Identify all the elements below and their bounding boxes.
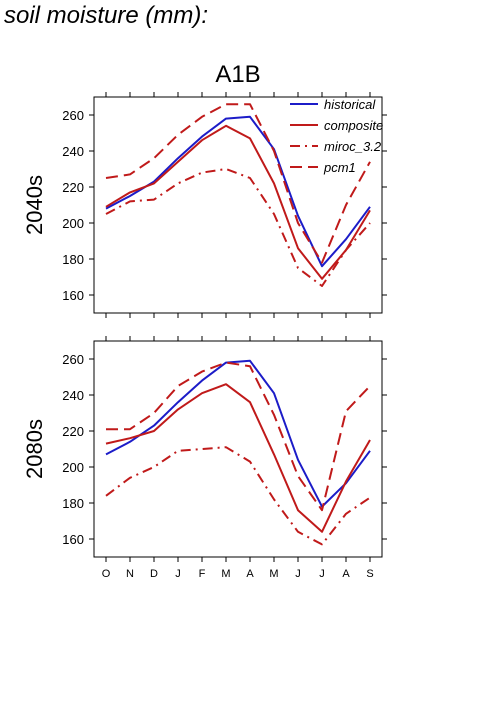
series-line-pcm1 xyxy=(106,361,371,512)
y-tick-label: 160 xyxy=(62,288,84,303)
legend-label: pcm1 xyxy=(323,160,356,175)
chart-panel-2040s: 160 180 200 220 240 260 2040s xyxy=(22,92,387,318)
y-tick-label: 260 xyxy=(62,108,84,123)
figure-title: soil moisture (mm): xyxy=(4,2,209,29)
y-tick-label: 220 xyxy=(62,180,84,195)
series-line-composite xyxy=(105,124,371,280)
y-tick-label: 240 xyxy=(62,388,84,403)
x-tick-label: O xyxy=(102,568,111,580)
series-line-miroc-3-2 xyxy=(105,446,371,546)
legend: historical composite miroc_3.2 pcm1 xyxy=(290,97,383,175)
plot-frame xyxy=(93,340,383,558)
y-axis-label: 2040s xyxy=(22,175,47,235)
y-axis-label: 2080s xyxy=(22,419,47,479)
x-tick-label: A xyxy=(246,568,254,580)
legend-label: miroc_3.2 xyxy=(324,139,382,154)
x-tick-label: A xyxy=(342,568,350,580)
y-tick-label: 220 xyxy=(62,424,84,439)
series-line-miroc-3-2 xyxy=(105,168,371,287)
x-tick-label: J xyxy=(319,568,325,580)
x-tick-label: J xyxy=(175,568,181,580)
legend-label: historical xyxy=(324,97,376,112)
y-tick-label: 180 xyxy=(62,252,84,267)
y-tick-label: 200 xyxy=(62,216,84,231)
y-tick-label: 260 xyxy=(62,352,84,367)
series-line-pcm1 xyxy=(105,103,371,264)
x-tick-label: D xyxy=(150,568,158,580)
y-tick-label: 180 xyxy=(62,496,84,511)
x-tick-label: J xyxy=(295,568,301,580)
x-tick-label: N xyxy=(126,568,134,580)
series-line-composite xyxy=(105,383,371,533)
x-tick-label: M xyxy=(269,568,278,580)
chart-panel-2080s: 160 180 200 220 240 260 O N D J F M A M J J A S 2080s xyxy=(22,336,387,580)
x-tick-label: S xyxy=(366,568,373,580)
scenario-title: A1B xyxy=(215,61,260,88)
series-line-historical xyxy=(105,359,371,508)
y-tick-label: 240 xyxy=(62,144,84,159)
plot-frame xyxy=(93,96,383,314)
x-tick-label: M xyxy=(221,568,230,580)
y-tick-label: 160 xyxy=(62,532,84,547)
y-tick-label: 200 xyxy=(62,460,84,475)
legend-label: composite xyxy=(324,118,383,133)
x-tick-label: F xyxy=(199,568,206,580)
